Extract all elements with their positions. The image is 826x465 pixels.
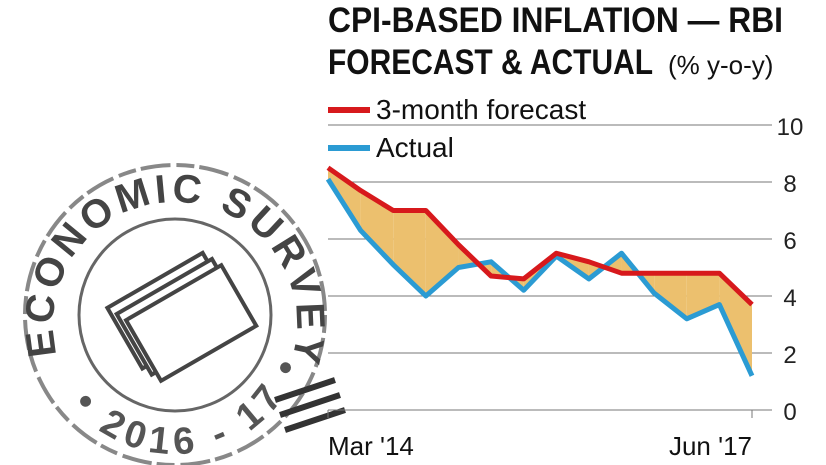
stamp-ring bbox=[23, 163, 327, 465]
series-line bbox=[325, 177, 755, 377]
series-line bbox=[326, 165, 754, 307]
gap-area bbox=[425, 210, 459, 296]
x-tick-label: Mar '14 bbox=[328, 431, 414, 461]
y-tick-label: 0 bbox=[783, 399, 796, 426]
gap-area bbox=[360, 190, 394, 265]
legend-label: Actual bbox=[376, 132, 454, 163]
gap-area bbox=[654, 273, 687, 319]
chart-title: CPI-BASED INFLATION — RBI bbox=[328, 1, 783, 40]
y-tick-label: 4 bbox=[783, 285, 796, 312]
chart-subtitle: (% y-o-y) bbox=[668, 50, 773, 80]
y-tick-label: 10 bbox=[777, 114, 804, 141]
note bbox=[123, 262, 260, 384]
y-tick-label: 2 bbox=[783, 342, 796, 369]
y-tick-label: 6 bbox=[783, 228, 796, 255]
stamp-inner-ring bbox=[77, 217, 273, 413]
legend-label: 3-month forecast bbox=[376, 94, 586, 125]
gap-area bbox=[393, 210, 426, 296]
y-tick-label: 8 bbox=[783, 171, 796, 198]
x-tick-label: Jun '17 bbox=[669, 431, 752, 461]
stamp-notes bbox=[104, 250, 260, 384]
stamp-handle bbox=[274, 377, 346, 433]
stamp: ECONOMIC SURVEY • 2016 - 17 • bbox=[17, 163, 346, 465]
chart-title: FORECAST & ACTUAL bbox=[328, 43, 653, 82]
